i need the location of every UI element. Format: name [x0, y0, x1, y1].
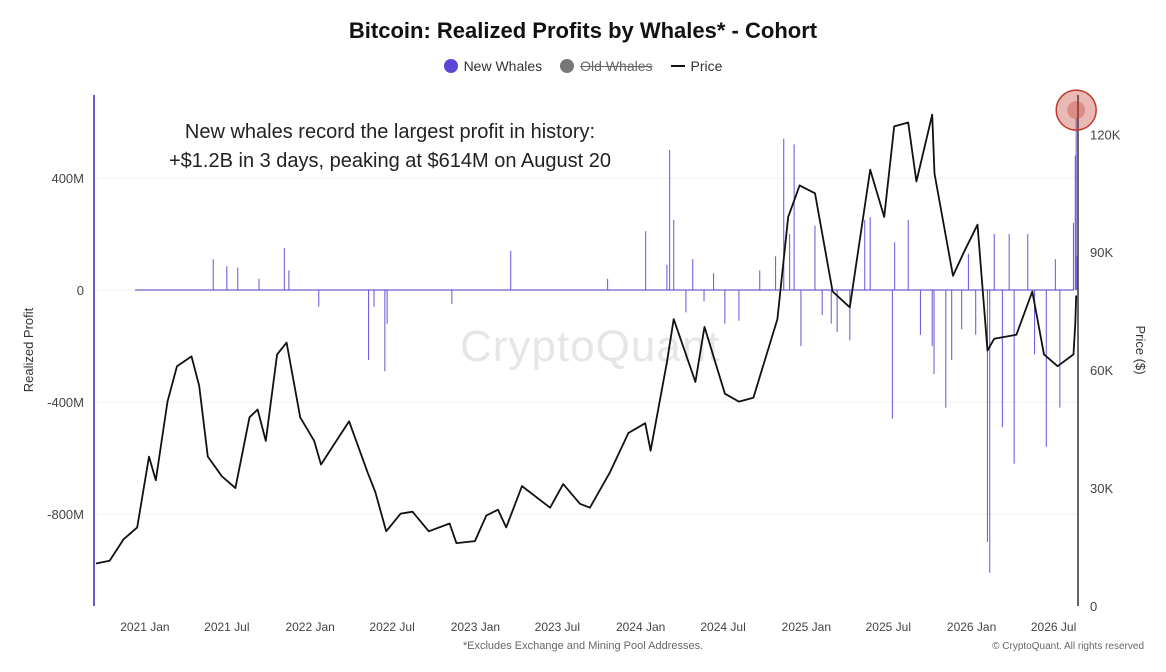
legend-item-new-whales[interactable]: New Whales [443, 58, 543, 74]
y-tick-label-2: -400M [47, 395, 84, 410]
legend-item-old-whales[interactable]: Old Whales [560, 58, 653, 74]
x-tick-label-7: 2024 Jul [700, 620, 745, 634]
x-tick-label-8: 2025 Jan [782, 620, 831, 634]
y2-tick-label-2: 60K [1090, 363, 1113, 378]
x-tick-label-3: 2022 Jul [369, 620, 414, 634]
legend-label-new-whales: New Whales [463, 58, 543, 74]
copyright: © CryptoQuant. All rights reserved [992, 641, 1144, 652]
x-tick-label-2: 2022 Jan [285, 620, 334, 634]
x-tick-label-1: 2021 Jul [204, 620, 249, 634]
legend-label-old-whales: Old Whales [580, 58, 653, 74]
y-axis-title: Realized Profit [21, 307, 36, 392]
annotation-line-2: +$1.2B in 3 days, peaking at $614M on Au… [169, 150, 611, 172]
x-tick-label-0: 2021 Jan [120, 620, 169, 634]
y2-tick-label-0: 120K [1090, 127, 1121, 142]
legend-label-price: Price [690, 58, 723, 74]
x-tick-label-6: 2024 Jan [616, 620, 665, 634]
legend-marker-price [670, 65, 685, 67]
y-tick-label-3: -800M [47, 507, 84, 522]
y2-axis-title: Price ($) [1133, 325, 1148, 374]
annotation-line-1: New whales record the largest profit in … [184, 121, 596, 143]
legend-item-price[interactable]: Price [670, 58, 723, 74]
legend-marker-old-whales [560, 59, 575, 73]
x-tick-label-5: 2023 Jul [535, 620, 580, 634]
x-tick-label-11: 2026 Jul [1031, 620, 1076, 634]
legend-marker-new-whales [443, 59, 458, 73]
watermark: CryptoQuant [460, 322, 721, 371]
x-tick-label-10: 2026 Jan [947, 620, 996, 634]
y-tick-label-1: 0 [77, 283, 84, 298]
x-tick-label-9: 2025 Jul [866, 620, 911, 634]
y2-tick-label-3: 30K [1090, 481, 1113, 496]
chart-legend: New Whales Old Whales Price [0, 58, 1166, 74]
peak-highlight-core [1067, 101, 1086, 120]
chart-annotation: New whales record the largest profit in … [130, 118, 650, 176]
footnote: *Excludes Exchange and Mining Pool Addre… [462, 640, 704, 652]
x-tick-label-4: 2023 Jan [451, 620, 500, 634]
y2-tick-label-1: 90K [1090, 245, 1113, 260]
price-line [95, 113, 1078, 565]
y-tick-label-0: 400M [51, 171, 84, 186]
chart-title: Bitcoin: Realized Profits by Whales* - C… [348, 18, 818, 43]
peak-highlight-circle [1055, 89, 1097, 131]
y2-tick-label-4: 0 [1090, 599, 1097, 614]
